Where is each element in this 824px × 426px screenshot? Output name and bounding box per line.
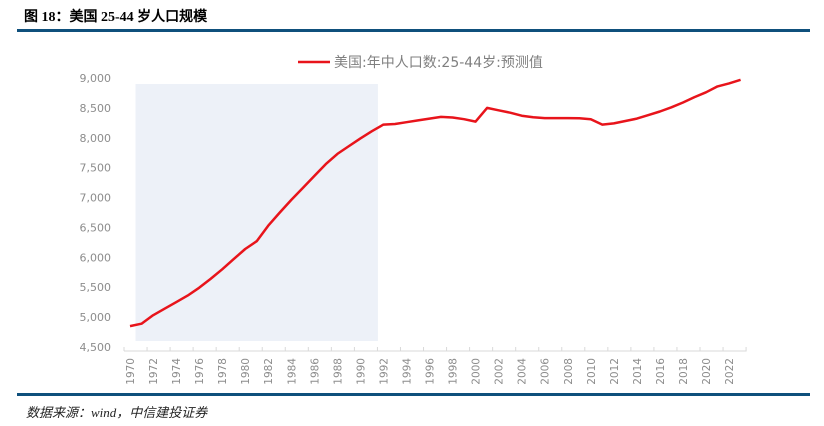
y-tick-label: 5,000 bbox=[80, 311, 112, 324]
y-tick-label: 7,000 bbox=[80, 192, 112, 205]
x-tick-label: 2016 bbox=[655, 358, 667, 385]
line-chart: 美国:年中人口数:25-44岁:预测值 4,500 5,000 5,500 6,000… bbox=[80, 55, 747, 385]
x-tick-label: 1994 bbox=[401, 358, 413, 385]
x-axis: 1970 1972 1974 1976 1978 1980 1982 1984 1986 1988… bbox=[123, 347, 747, 385]
y-tick-label: 6,000 bbox=[80, 251, 112, 264]
x-tick-label: 1970 bbox=[125, 358, 137, 385]
y-axis: 4,500 5,000 5,500 6,000 6,500 7,000 7,500 8,000… bbox=[80, 72, 112, 354]
series-polyline bbox=[129, 78, 741, 328]
series-line bbox=[129, 78, 741, 328]
chart-legend: 美国:年中人口数:25-44岁:预测值 bbox=[298, 55, 543, 71]
y-tick-label: 7,500 bbox=[80, 162, 112, 175]
source-note: 数据来源：wind，中信建投证券 bbox=[26, 405, 208, 420]
y-tick-label: 4,500 bbox=[80, 341, 112, 354]
x-tick-label: 1974 bbox=[171, 358, 183, 385]
x-tick-label: 1986 bbox=[309, 358, 321, 385]
x-tick-label: 2014 bbox=[632, 358, 644, 385]
x-tick-label: 2008 bbox=[563, 358, 575, 385]
x-tick-label: 1988 bbox=[332, 358, 344, 385]
x-tick-label: 2018 bbox=[678, 358, 690, 385]
x-tick-label: 1982 bbox=[263, 358, 275, 385]
x-tick-label: 2004 bbox=[517, 358, 529, 385]
legend-label: 美国:年中人口数:25-44岁:预测值 bbox=[334, 55, 543, 71]
x-tick-label: 2022 bbox=[724, 358, 736, 385]
y-tick-label: 8,000 bbox=[80, 132, 112, 145]
y-tick-label: 6,500 bbox=[80, 221, 112, 234]
top-rule bbox=[17, 29, 810, 32]
x-tick-label: 2002 bbox=[494, 358, 506, 385]
x-tick-label: 1992 bbox=[378, 358, 390, 385]
x-tick-label: 2006 bbox=[540, 358, 552, 385]
x-tick-label: 1998 bbox=[448, 358, 460, 385]
x-tick-label: 2000 bbox=[471, 358, 483, 385]
y-tick-label: 8,500 bbox=[80, 102, 112, 115]
x-tick-label: 2010 bbox=[586, 358, 598, 385]
x-tick-label: 2012 bbox=[609, 358, 621, 385]
x-tick-label: 1984 bbox=[286, 358, 298, 385]
figure-title: 图 18：美国 25-44 岁人口规模 bbox=[24, 10, 208, 25]
x-tick-label: 2020 bbox=[701, 358, 713, 385]
x-tick-label: 1996 bbox=[425, 358, 437, 385]
shaded-region bbox=[135, 84, 378, 341]
x-tick-label: 1980 bbox=[240, 358, 252, 385]
x-tick-label: 1990 bbox=[355, 358, 367, 385]
y-tick-label: 5,500 bbox=[80, 281, 112, 294]
x-tick-label: 1976 bbox=[194, 358, 206, 385]
y-tick-label: 9,000 bbox=[80, 72, 112, 85]
x-tick-label: 1972 bbox=[148, 358, 160, 385]
x-tick-label: 1978 bbox=[217, 358, 229, 385]
shaded-area bbox=[135, 84, 378, 341]
bottom-rule bbox=[17, 393, 810, 396]
